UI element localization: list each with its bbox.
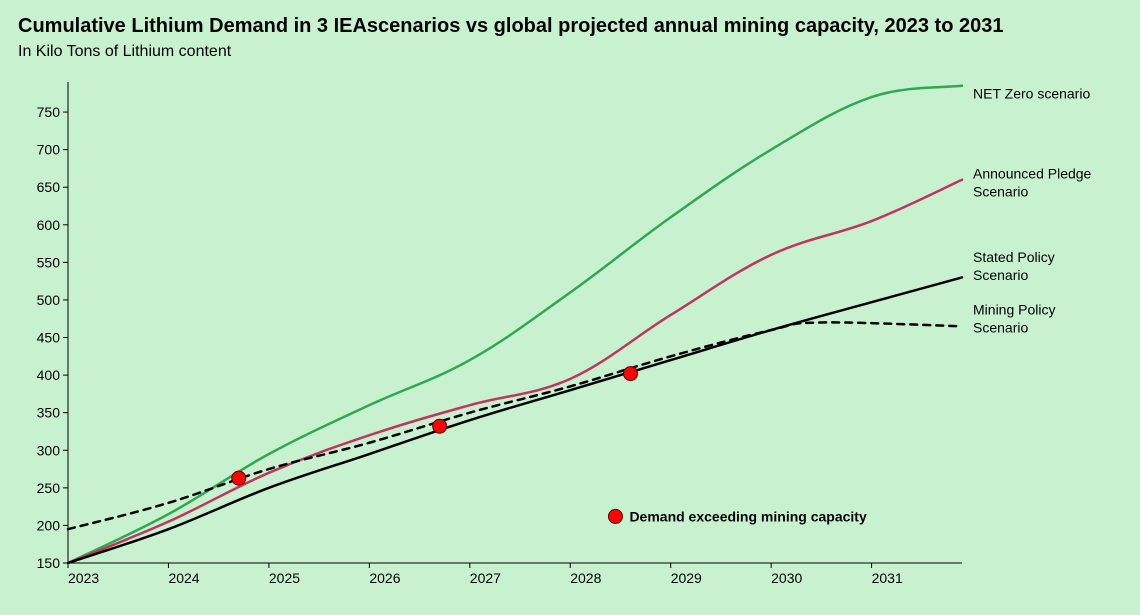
- x-tick-label: 2030: [771, 570, 802, 586]
- exceed-marker: [624, 367, 638, 381]
- chart-title: Cumulative Lithium Demand in 3 IEAscenar…: [18, 14, 1122, 39]
- series-mining_capacity: [68, 322, 962, 529]
- page-root: Cumulative Lithium Demand in 3 IEAscenar…: [0, 0, 1140, 615]
- y-tick-label: 750: [37, 104, 61, 120]
- series-label-mining_capacity: Mining Policy: [973, 302, 1055, 318]
- chart-svg: 150 200 250 300 350 400 450 500 550 600 650 700 750 2…: [18, 72, 1122, 597]
- x-tick-label: 2029: [671, 570, 702, 586]
- y-tick-label: 300: [37, 442, 61, 458]
- series-label-mining_capacity-line2: Scenario: [973, 320, 1028, 336]
- series-label-announced_pledge-line2: Scenario: [973, 184, 1028, 200]
- x-tick-label: 2024: [168, 570, 199, 586]
- y-tick-label: 250: [37, 480, 61, 496]
- series-label-announced_pledge: Announced Pledge: [973, 166, 1092, 182]
- legend-marker-label: Demand exceeding mining capacity: [629, 508, 867, 524]
- y-tick-label: 500: [37, 292, 61, 308]
- x-tick-label: 2028: [570, 570, 601, 586]
- y-tick-label: 150: [37, 555, 61, 571]
- y-tick-label: 550: [37, 254, 61, 270]
- exceed-marker: [433, 419, 447, 433]
- x-tick-label: 2023: [68, 570, 99, 586]
- y-tick-label: 200: [37, 517, 61, 533]
- y-tick-label: 700: [37, 142, 61, 158]
- y-tick-label: 650: [37, 179, 61, 195]
- x-tick-label: 2031: [872, 570, 903, 586]
- x-tick-label: 2025: [269, 570, 300, 586]
- legend-marker-icon: [608, 509, 622, 523]
- series-net_zero: [68, 86, 962, 563]
- exceed-marker: [232, 471, 246, 485]
- series-label-net_zero: NET Zero scenario: [973, 85, 1090, 101]
- y-tick-label: 600: [37, 217, 61, 233]
- chart-area: 150 200 250 300 350 400 450 500 550 600 650 700 750 2…: [18, 72, 1122, 597]
- x-tick-label: 2026: [369, 570, 400, 586]
- chart-subtitle: In Kilo Tons of Lithium content: [18, 43, 1122, 61]
- series-label-stated_policy-line2: Scenario: [973, 267, 1028, 283]
- x-tick-label: 2027: [470, 570, 501, 586]
- y-tick-label: 400: [37, 367, 61, 383]
- series-announced_pledge: [68, 180, 962, 563]
- y-tick-label: 450: [37, 330, 61, 346]
- series-label-stated_policy: Stated Policy: [973, 249, 1055, 265]
- y-tick-label: 350: [37, 405, 61, 421]
